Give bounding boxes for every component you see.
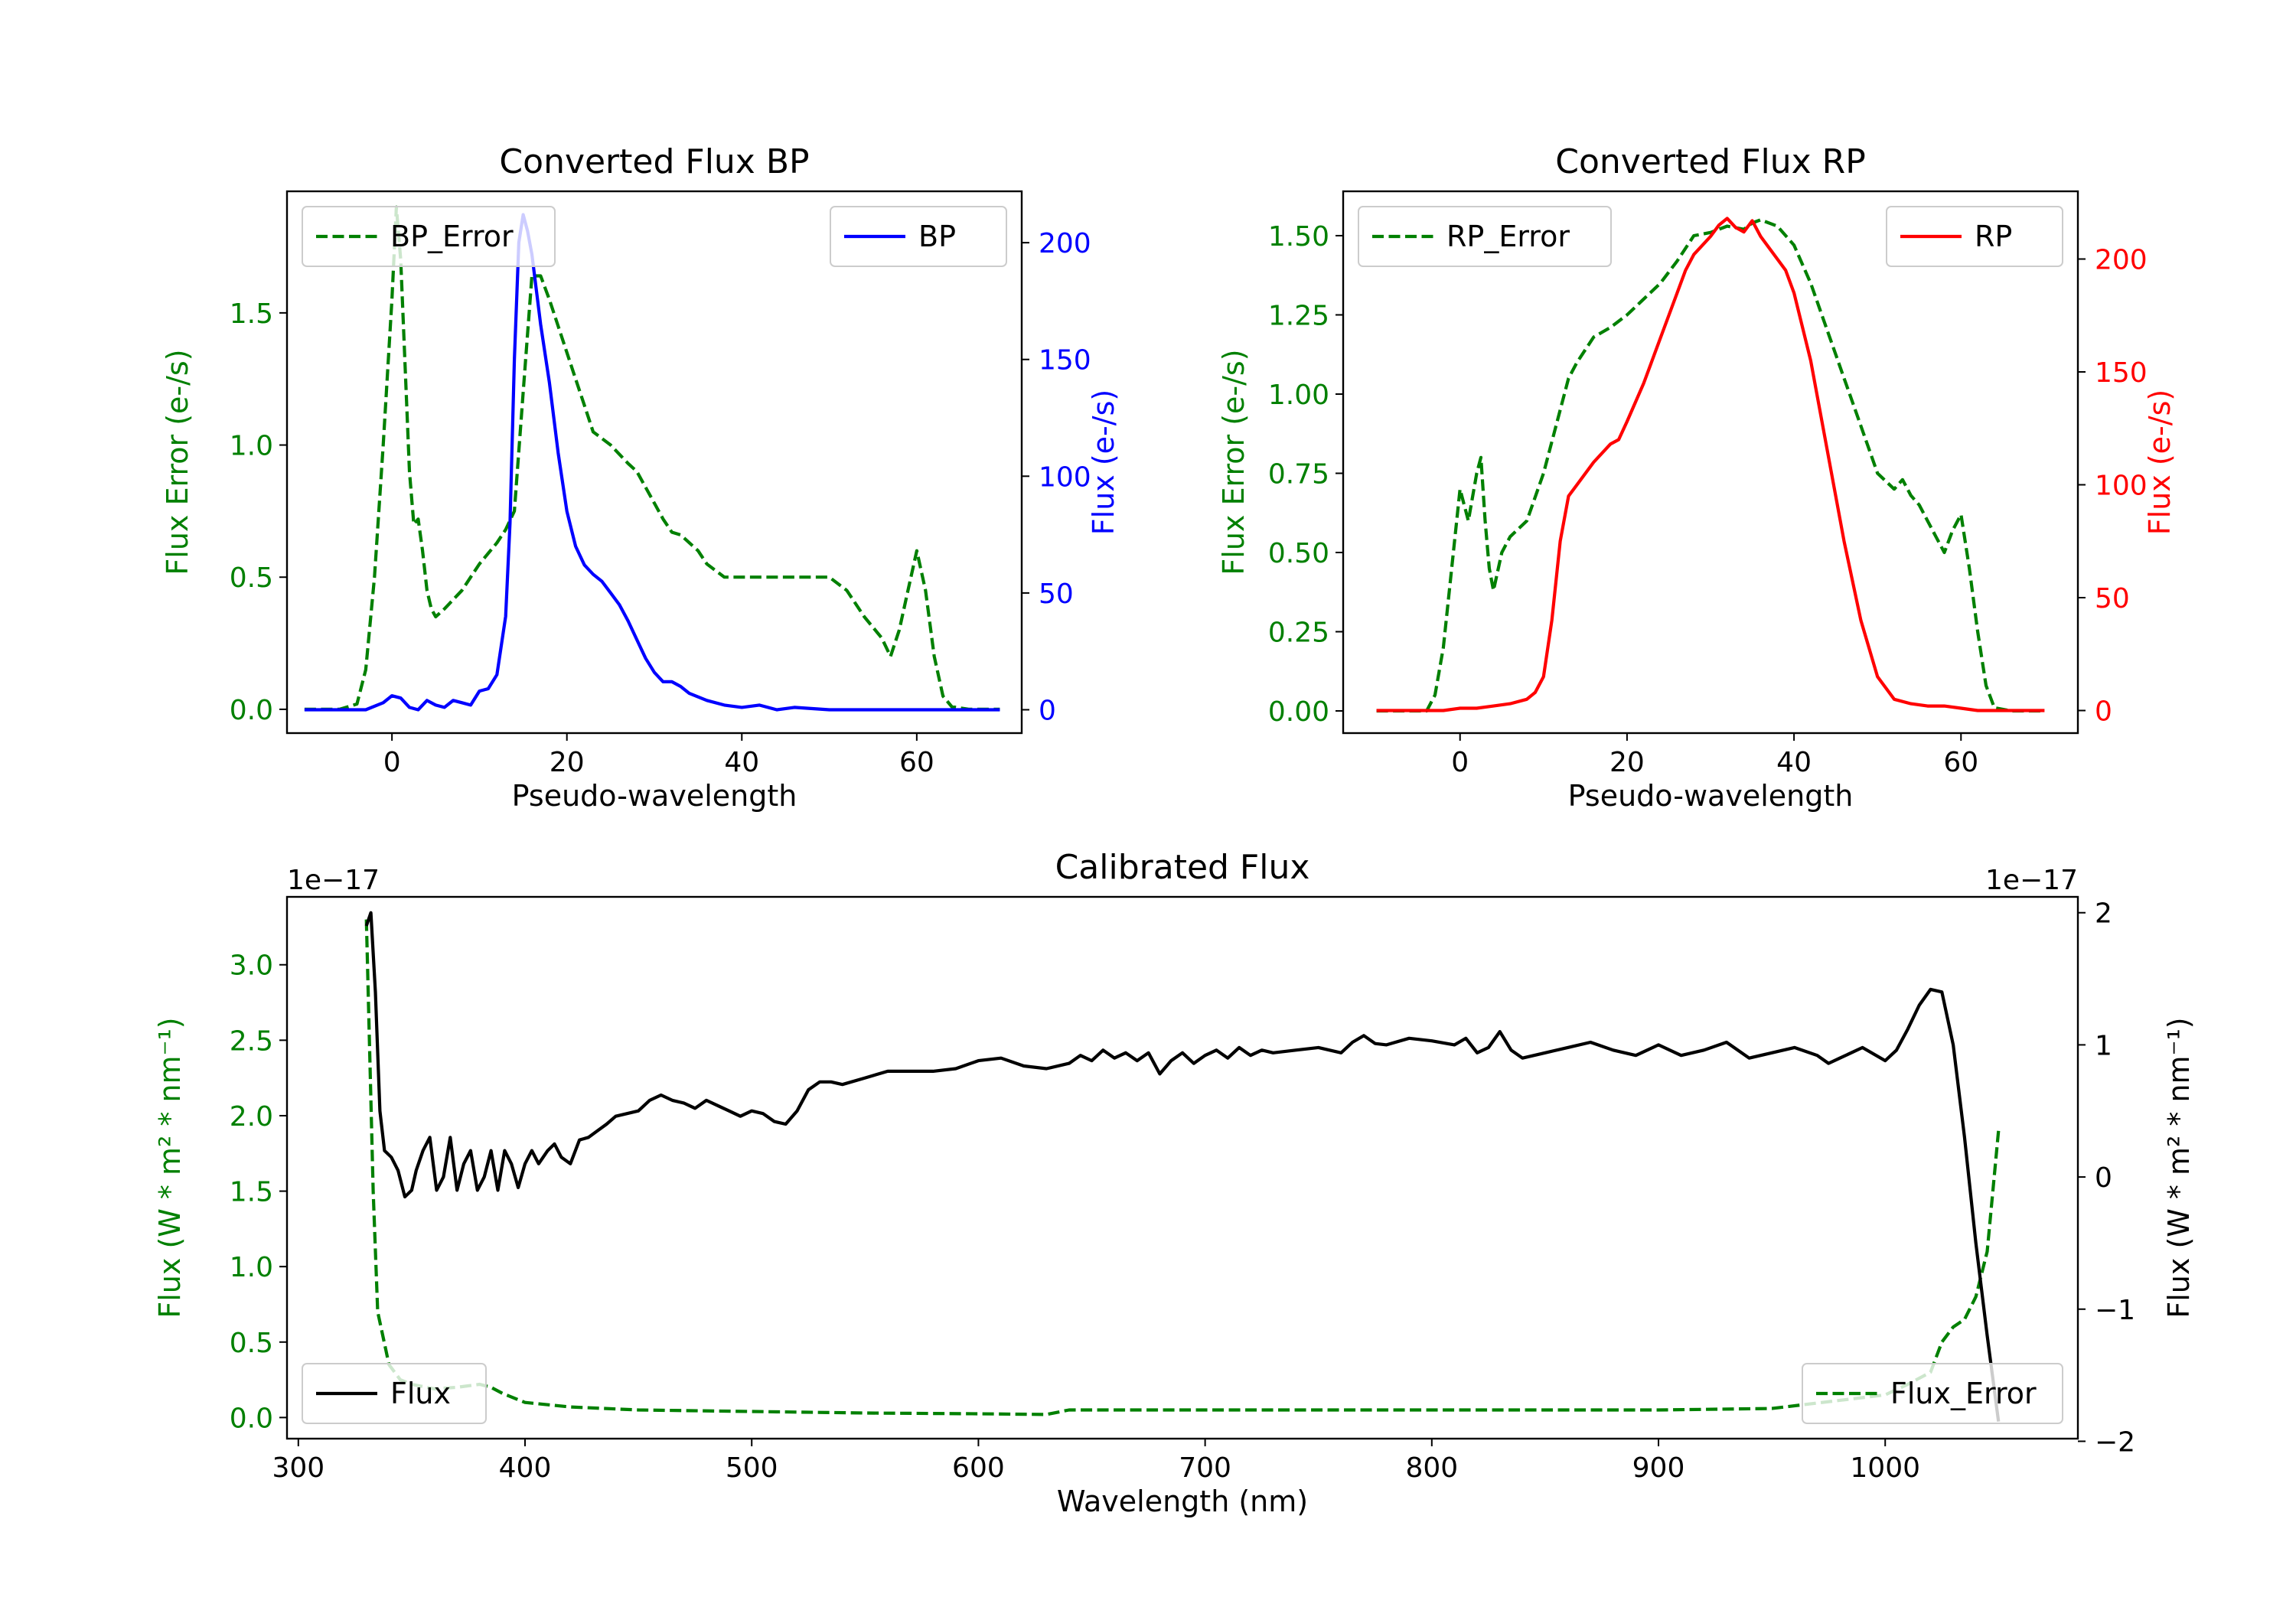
y-left-tick-label: 2.5: [230, 1025, 273, 1057]
y-left-axis-label: Flux Error (e-/s): [1217, 349, 1251, 575]
legend-box: [302, 206, 556, 267]
legend-box: [1886, 206, 2063, 267]
x-tick-label: 60: [1943, 747, 1978, 778]
y-right-tick-label: −1: [2095, 1295, 2135, 1326]
legend-flux: Flux: [302, 1363, 487, 1424]
series-line-bp-error: [304, 205, 1000, 711]
chart-converted-flux-rp: Converted Flux RP 0 20 40 60 Pseudo-wavelengt…: [1217, 142, 2177, 813]
y-left-tick-label: 0.25: [1268, 618, 1329, 649]
x-tick-label: 1000: [1850, 1452, 1920, 1484]
axes-frame: [1342, 190, 2079, 735]
legend-label: BP_Error: [390, 220, 514, 253]
x-tick-label: 0: [1451, 747, 1469, 778]
legend-box: [830, 206, 1007, 267]
y-left-tick-label: 0.75: [1268, 458, 1329, 490]
x-tick-label: 400: [499, 1452, 552, 1484]
y-right-axis-label: Flux (e-/s): [1087, 390, 1120, 535]
x-tick-label: 700: [1179, 1452, 1231, 1484]
legend-label: Flux_Error: [1890, 1377, 2037, 1410]
x-tick-label: 0: [383, 747, 401, 778]
y-left-tick-label: 1.00: [1268, 380, 1329, 411]
y-left-tick-label: 1.25: [1268, 300, 1329, 331]
y-right-tick-label: 50: [1039, 579, 1074, 610]
y-left-tick-label: 1.5: [230, 298, 273, 330]
series-line-bp: [304, 213, 1000, 712]
y-right-scale-label: 1e−17: [1985, 865, 2078, 896]
x-tick-label: 60: [899, 747, 934, 778]
x-tick-label: 800: [1405, 1452, 1458, 1484]
y-right-tick-label: 200: [1039, 228, 1091, 259]
y-right-axis-label: Flux (W * m² * nm⁻¹): [2162, 1017, 2196, 1318]
axes-frame: [285, 895, 2079, 1440]
chart-title: Converted Flux RP: [1555, 142, 1866, 181]
y-right-tick-label: 2: [2095, 898, 2112, 930]
legend-rp-error: RP_Error: [1358, 206, 1612, 267]
axes-frame: [285, 190, 1023, 735]
x-tick-label: 40: [724, 747, 759, 778]
series-line-rp-error: [1376, 218, 2045, 713]
y-right-tick-label: 100: [1039, 461, 1091, 493]
y-left-scale-label: 1e−17: [287, 865, 380, 896]
y-left-tick-label: 1.0: [230, 1252, 273, 1283]
y-right-tick-label: 150: [2095, 357, 2148, 389]
y-right-tick-label: 100: [2095, 471, 2148, 502]
y-right-axis-label: Flux (e-/s): [2143, 390, 2177, 535]
legend-label: RP_Error: [1446, 220, 1570, 253]
y-left-axis-label: Flux Error (e-/s): [161, 349, 194, 575]
legend-box: [1358, 206, 1612, 267]
y-left-tick-label: 1.50: [1268, 221, 1329, 253]
x-tick-label: 40: [1776, 747, 1812, 778]
y-left-axis-label: Flux (W * m² * nm⁻¹): [153, 1017, 187, 1318]
y-left-tick-label: 0.0: [230, 695, 273, 726]
chart-title: Calibrated Flux: [1055, 848, 1310, 887]
chart-title: Converted Flux BP: [499, 142, 809, 181]
x-tick-label: 20: [550, 747, 585, 778]
series-line-flux: [364, 911, 2001, 1422]
y-left-tick-label: 0.5: [230, 1328, 273, 1359]
legend-label: Flux: [390, 1377, 451, 1410]
y-left-tick-label: 0.50: [1268, 538, 1329, 569]
chart-calibrated-flux: Calibrated Flux 300 400 500 600 700 800 900 1000…: [153, 848, 2196, 1518]
series-group: [304, 205, 1000, 712]
y-left-tick-label: 1.5: [230, 1177, 273, 1208]
x-tick-label: 900: [1632, 1452, 1685, 1484]
legend-bp-error: BP_Error: [302, 206, 556, 267]
legend-label: BP: [918, 220, 956, 253]
y-left-tick-label: 3.0: [230, 950, 273, 982]
chart-converted-flux-bp: Converted Flux BP 0 20 40 60 Pseudo-wavelengt…: [161, 142, 1120, 813]
y-right-tick-label: 0: [1039, 695, 1056, 726]
legend-flux-error: Flux_Error: [1802, 1363, 2063, 1424]
x-tick-label: 500: [726, 1452, 778, 1484]
legend-box: [1802, 1363, 2063, 1424]
y-right-tick-label: 200: [2095, 245, 2148, 276]
y-right-tick-label: 50: [2095, 583, 2130, 614]
x-axis-label: Wavelength (nm): [1057, 1485, 1308, 1518]
y-right-tick-label: 150: [1039, 345, 1091, 376]
y-left-tick-label: 2.0: [230, 1101, 273, 1133]
legend-box: [302, 1363, 487, 1424]
x-tick-label: 20: [1609, 747, 1645, 778]
y-left-tick-label: 0.00: [1268, 696, 1329, 728]
y-left-tick-label: 0.5: [230, 562, 273, 594]
x-tick-label: 600: [952, 1452, 1005, 1484]
x-tick-label: 300: [272, 1452, 325, 1484]
y-left-tick-label: 1.0: [230, 431, 273, 462]
legend-rp: RP: [1886, 206, 2063, 267]
legend-bp: BP: [830, 206, 1007, 267]
x-axis-label: Pseudo-wavelength: [512, 779, 797, 813]
y-left-tick-label: 0.0: [230, 1403, 273, 1434]
series-group: [1376, 217, 2045, 713]
x-axis-label: Pseudo-wavelength: [1568, 779, 1854, 813]
y-right-tick-label: 0: [2095, 1162, 2112, 1194]
series-line-rp: [1376, 217, 2045, 712]
y-right-tick-label: 0: [2095, 696, 2112, 728]
y-right-tick-label: 1: [2095, 1030, 2112, 1061]
legend-label: RP: [1975, 220, 2012, 253]
y-right-tick-label: −2: [2095, 1426, 2135, 1458]
